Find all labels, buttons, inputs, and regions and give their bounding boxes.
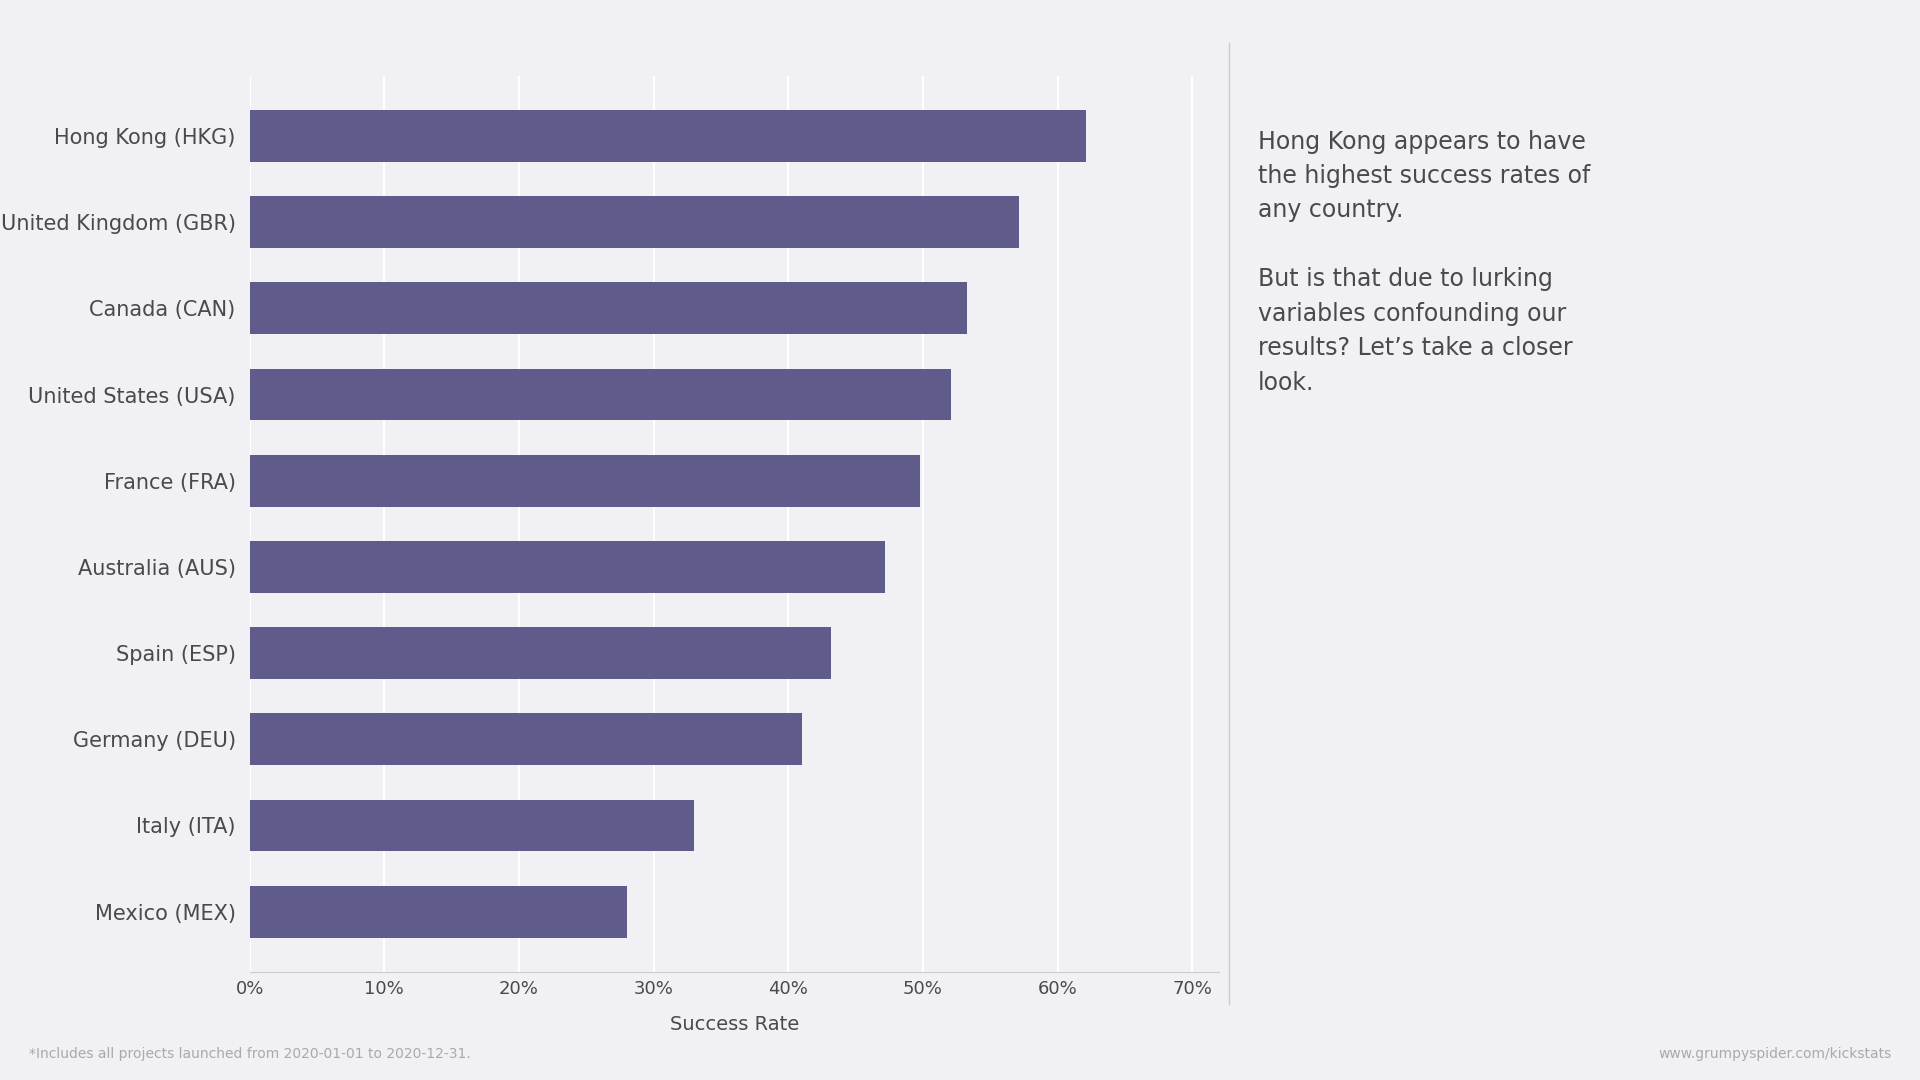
- Text: *Includes all projects launched from 2020-01-01 to 2020-12-31.: *Includes all projects launched from 202…: [29, 1047, 470, 1061]
- Bar: [250, 541, 885, 593]
- Bar: [250, 455, 920, 507]
- Bar: [250, 110, 1087, 162]
- Text: www.grumpyspider.com/kickstats: www.grumpyspider.com/kickstats: [1659, 1047, 1891, 1061]
- X-axis label: Success Rate: Success Rate: [670, 1015, 799, 1034]
- Bar: [250, 799, 693, 851]
- Bar: [250, 714, 803, 765]
- Bar: [250, 627, 831, 679]
- Bar: [250, 886, 626, 937]
- Bar: [250, 368, 950, 420]
- Text: Hong Kong appears to have
the highest success rates of
any country.

But is that: Hong Kong appears to have the highest su…: [1258, 130, 1590, 395]
- Bar: [250, 283, 968, 334]
- Bar: [250, 197, 1018, 248]
